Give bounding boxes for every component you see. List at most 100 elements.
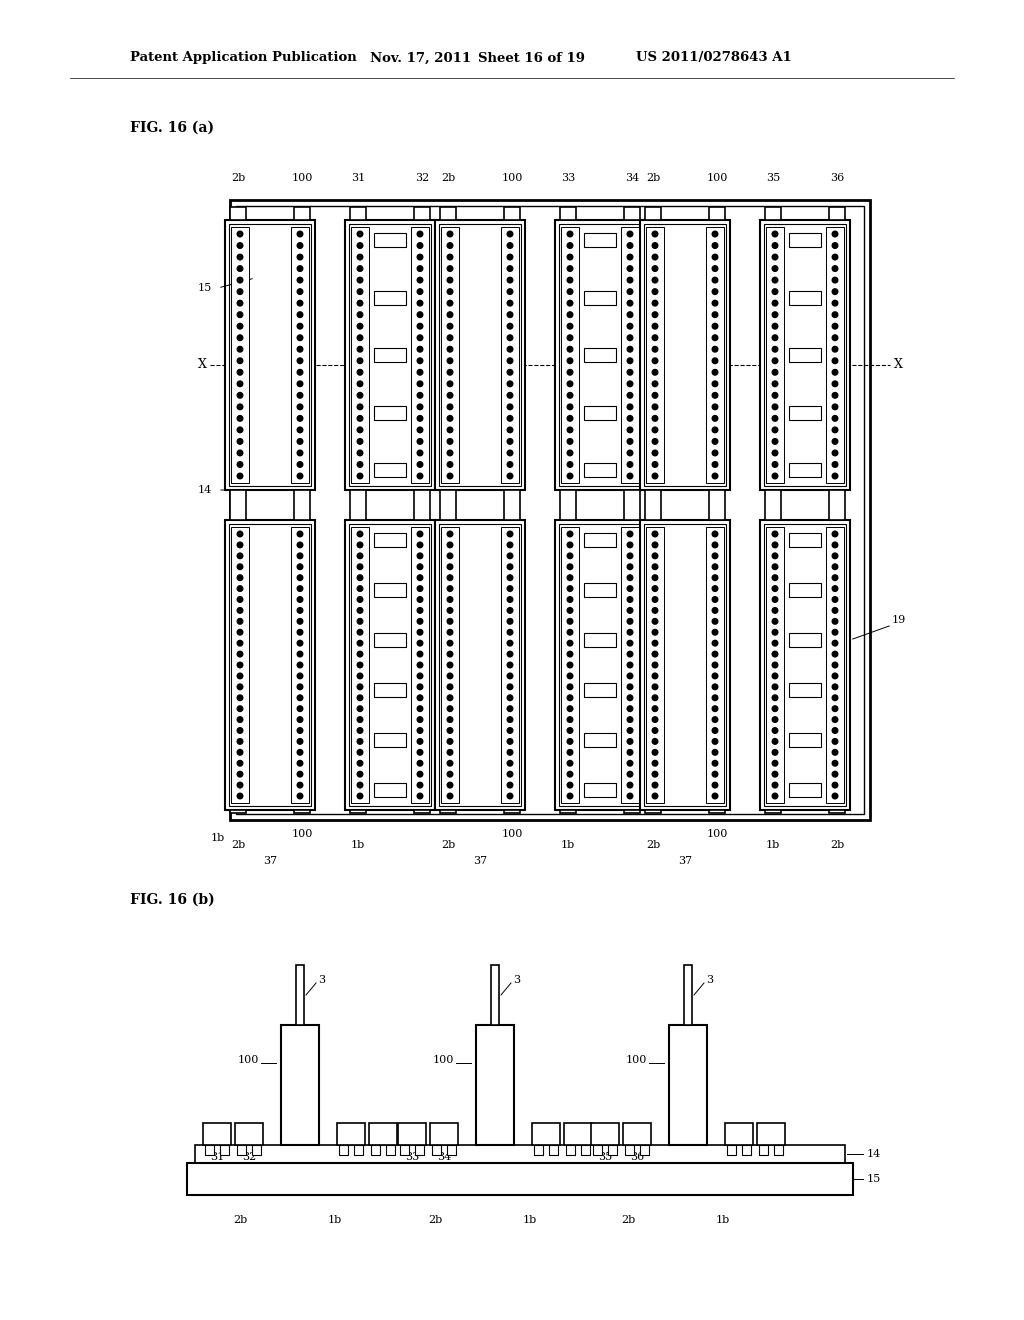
Bar — [581, 1144, 590, 1155]
Circle shape — [833, 231, 838, 236]
Bar — [584, 348, 616, 362]
Circle shape — [627, 231, 633, 236]
Circle shape — [833, 301, 838, 306]
Circle shape — [713, 312, 718, 318]
Text: 37: 37 — [678, 855, 692, 866]
Circle shape — [357, 323, 362, 329]
Circle shape — [652, 265, 657, 272]
Bar — [561, 227, 579, 483]
Text: 100: 100 — [502, 829, 522, 840]
Circle shape — [447, 289, 453, 294]
Circle shape — [417, 404, 423, 409]
Circle shape — [713, 231, 718, 236]
Circle shape — [627, 586, 633, 591]
Circle shape — [772, 663, 778, 668]
Bar — [608, 1144, 617, 1155]
Circle shape — [833, 289, 838, 294]
Text: 100: 100 — [238, 1055, 259, 1065]
Circle shape — [567, 727, 572, 734]
Bar — [645, 490, 662, 520]
Circle shape — [507, 619, 513, 624]
Bar — [765, 490, 781, 520]
Circle shape — [713, 640, 718, 645]
Bar — [294, 490, 310, 520]
Text: 35: 35 — [766, 173, 780, 183]
Circle shape — [713, 651, 718, 657]
Circle shape — [297, 783, 303, 788]
Text: 100: 100 — [291, 829, 312, 840]
Circle shape — [297, 586, 303, 591]
Circle shape — [238, 663, 243, 668]
Circle shape — [447, 301, 453, 306]
Circle shape — [297, 727, 303, 734]
Bar — [187, 1163, 853, 1195]
Circle shape — [238, 531, 243, 537]
Bar — [584, 463, 616, 477]
Circle shape — [627, 651, 633, 657]
Circle shape — [357, 760, 362, 766]
Circle shape — [652, 404, 657, 409]
Circle shape — [772, 750, 778, 755]
Circle shape — [627, 450, 633, 455]
Circle shape — [652, 619, 657, 624]
Bar — [435, 220, 525, 490]
Bar — [414, 810, 430, 813]
Bar — [625, 1144, 634, 1155]
Circle shape — [652, 312, 657, 318]
Circle shape — [567, 663, 572, 668]
Circle shape — [297, 760, 303, 766]
Circle shape — [652, 231, 657, 236]
Circle shape — [297, 576, 303, 581]
Circle shape — [713, 684, 718, 689]
Circle shape — [772, 673, 778, 678]
Circle shape — [567, 335, 572, 341]
Circle shape — [567, 684, 572, 689]
Circle shape — [417, 392, 423, 399]
Text: US 2011/0278643 A1: US 2011/0278643 A1 — [636, 51, 792, 65]
Circle shape — [447, 640, 453, 645]
Circle shape — [447, 450, 453, 455]
Circle shape — [417, 717, 423, 722]
Bar — [766, 227, 784, 483]
Circle shape — [833, 771, 838, 777]
Bar — [646, 227, 664, 483]
Bar — [441, 227, 459, 483]
Circle shape — [507, 370, 513, 375]
Circle shape — [772, 553, 778, 558]
Bar — [440, 810, 456, 813]
Circle shape — [627, 630, 633, 635]
Circle shape — [567, 630, 572, 635]
Circle shape — [447, 739, 453, 744]
Circle shape — [297, 739, 303, 744]
Bar — [354, 1144, 362, 1155]
Circle shape — [447, 265, 453, 272]
Circle shape — [627, 684, 633, 689]
Circle shape — [627, 553, 633, 558]
Circle shape — [357, 630, 362, 635]
Circle shape — [297, 531, 303, 537]
Text: 1b: 1b — [766, 840, 780, 850]
Bar — [765, 810, 781, 813]
Circle shape — [567, 231, 572, 236]
Circle shape — [567, 416, 572, 421]
Circle shape — [357, 277, 362, 282]
Circle shape — [417, 586, 423, 591]
Bar — [555, 520, 645, 810]
Bar — [790, 405, 821, 420]
Circle shape — [357, 301, 362, 306]
Circle shape — [627, 462, 633, 467]
Circle shape — [772, 651, 778, 657]
Bar — [555, 220, 645, 490]
Text: 2b: 2b — [230, 840, 245, 850]
Circle shape — [772, 243, 778, 248]
Bar — [220, 1144, 229, 1155]
Bar — [790, 463, 821, 477]
Bar — [501, 227, 519, 483]
Circle shape — [447, 312, 453, 318]
Circle shape — [357, 619, 362, 624]
Circle shape — [833, 586, 838, 591]
Circle shape — [833, 640, 838, 645]
Circle shape — [507, 323, 513, 329]
Circle shape — [507, 553, 513, 558]
Bar — [826, 227, 844, 483]
